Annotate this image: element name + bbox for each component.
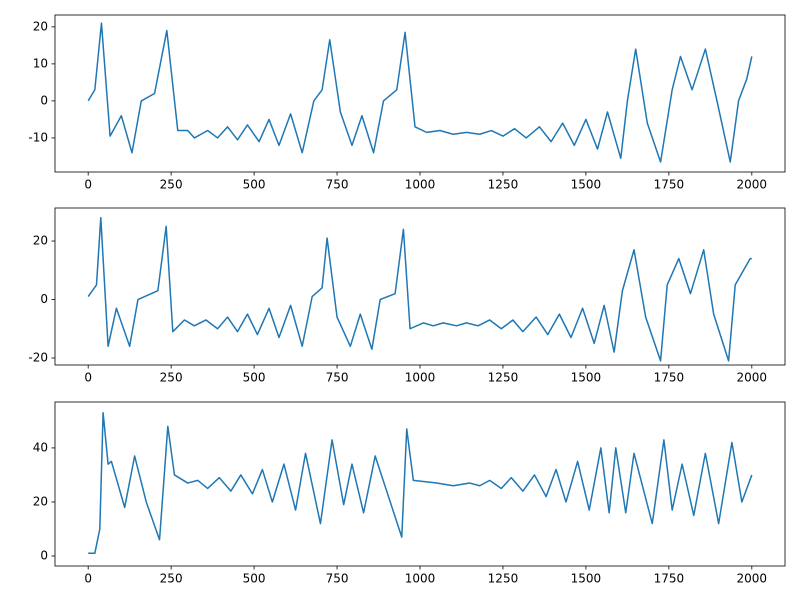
x-tick-label: 750 — [326, 178, 349, 192]
plot-area — [87, 216, 752, 362]
y-tick-label: -20 — [28, 350, 48, 364]
x-tick-label: 750 — [326, 371, 349, 385]
x-tick-label: 250 — [160, 178, 183, 192]
x-tick-label: 1250 — [488, 572, 519, 586]
subplot: 0 250 500 750 1000 1250 1500 1750 2000 -20 0 20 — [28, 207, 786, 385]
x-tick-label: 1250 — [488, 178, 519, 192]
y-tick-label: 0 — [40, 93, 48, 107]
y-tick-label: 20 — [33, 494, 48, 508]
subplot: 0 250 500 750 1000 1250 1500 1750 2000 0 20 40 — [33, 401, 786, 586]
data-line — [87, 22, 753, 163]
axes-frame — [54, 401, 786, 567]
x-tick-label: 1000 — [405, 572, 436, 586]
x-tick-label: 1000 — [405, 371, 436, 385]
x-tick-label: 500 — [243, 572, 266, 586]
x-tick-label: 1750 — [654, 178, 685, 192]
x-tick-label: 1500 — [571, 371, 602, 385]
x-tick-label: 2000 — [737, 572, 768, 586]
y-tick-label: 0 — [40, 292, 48, 306]
plot-area — [88, 412, 753, 555]
y-tick-label: 40 — [33, 440, 48, 454]
x-tick-label: 2000 — [737, 371, 768, 385]
y-tick-label: 20 — [33, 234, 48, 248]
x-tick-label: 1000 — [405, 178, 436, 192]
x-tick-label: 1500 — [571, 572, 602, 586]
x-tick-label: 1250 — [488, 371, 519, 385]
x-tick-label: 1750 — [654, 371, 685, 385]
x-tick-label: 250 — [160, 371, 183, 385]
x-tick-label: 0 — [84, 371, 92, 385]
x-tick-label: 750 — [326, 572, 349, 586]
x-tick-label: 500 — [243, 371, 266, 385]
y-tick-label: -10 — [28, 130, 48, 144]
subplot: 0 250 500 750 1000 1250 1500 1750 2000 -10 0 10 20 — [28, 14, 786, 192]
y-tick-label: 20 — [33, 19, 48, 33]
x-tick-label: 1750 — [654, 572, 685, 586]
x-tick-label: 250 — [160, 572, 183, 586]
x-tick-label: 500 — [243, 178, 266, 192]
plot-area — [87, 22, 753, 163]
axes-frame — [54, 207, 786, 366]
x-tick-label: 1500 — [571, 178, 602, 192]
x-tick-label: 0 — [84, 572, 92, 586]
y-tick-label: 10 — [33, 56, 48, 70]
x-tick-label: 0 — [84, 178, 92, 192]
data-line — [88, 412, 753, 555]
data-line — [87, 216, 752, 362]
y-tick-label: 0 — [40, 549, 48, 563]
x-tick-label: 2000 — [737, 178, 768, 192]
